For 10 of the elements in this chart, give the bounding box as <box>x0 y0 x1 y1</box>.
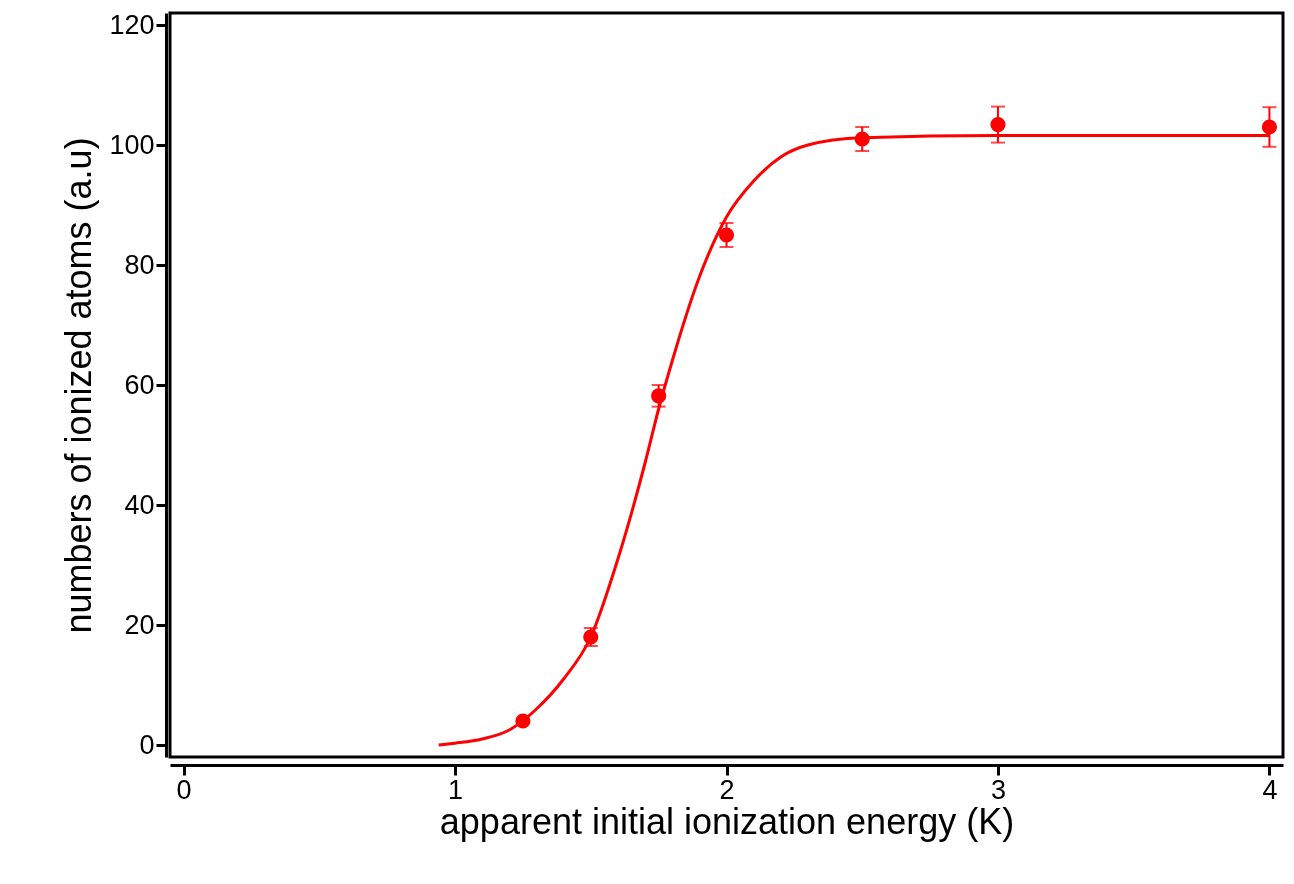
x-tick-label: 4 <box>1262 774 1278 805</box>
y-tick-label: 0 <box>139 729 155 760</box>
y-tick-label: 40 <box>124 489 155 520</box>
y-tick-label: 60 <box>124 369 155 400</box>
y-tick-label: 100 <box>109 129 155 160</box>
y-tick-label: 20 <box>124 609 155 640</box>
y-axis-title: numbers of ionized atoms (a.u) <box>58 137 100 634</box>
x-tick-label: 0 <box>176 774 192 805</box>
y-tick-label: 120 <box>109 9 155 40</box>
y-tick-label: 80 <box>124 249 155 280</box>
